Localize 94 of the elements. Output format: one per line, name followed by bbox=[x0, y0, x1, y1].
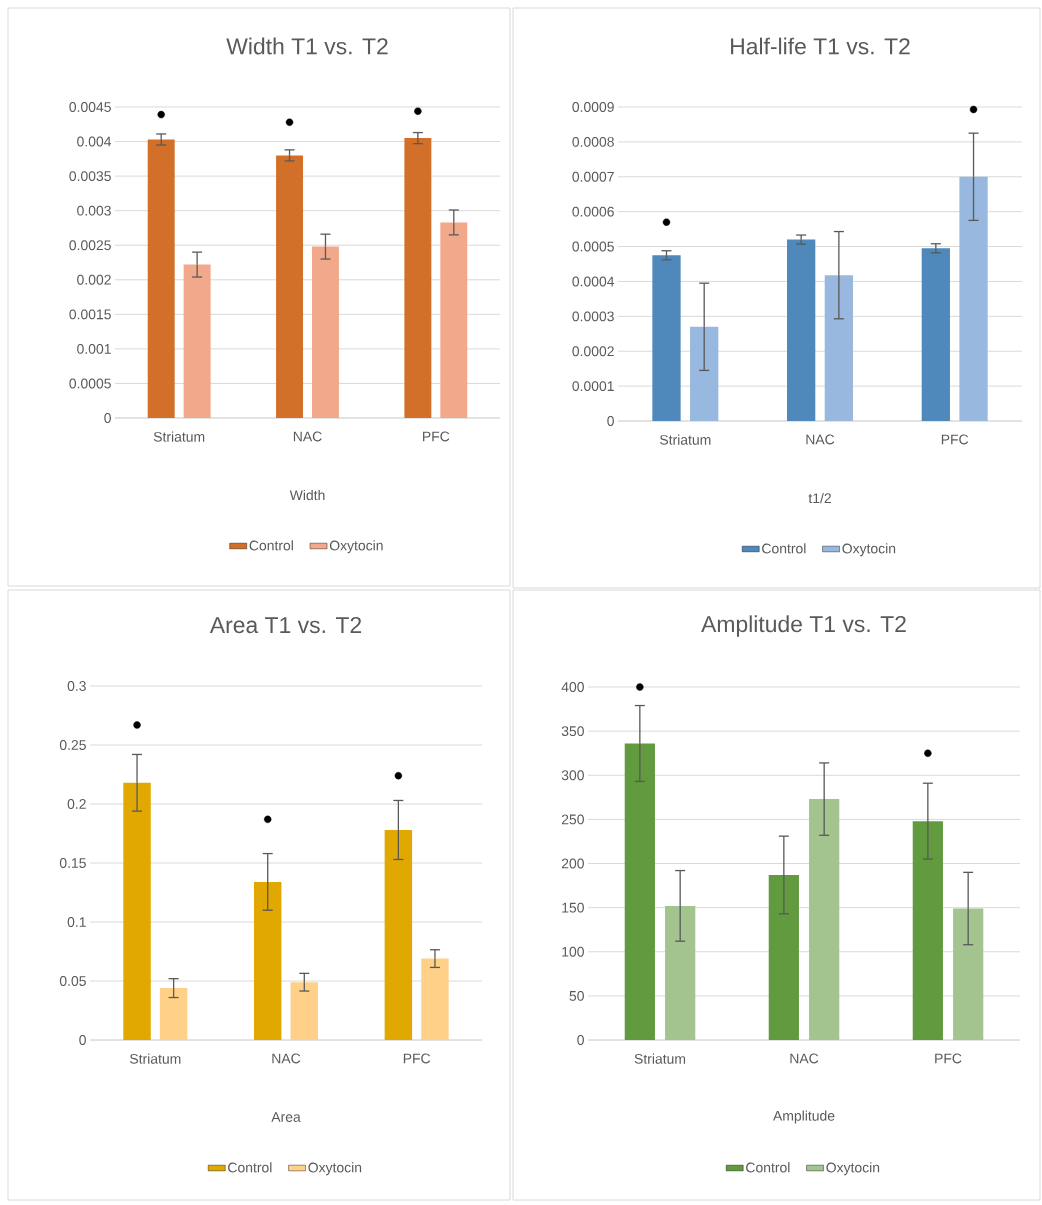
y-tick-label: 0.0009 bbox=[572, 102, 614, 112]
bar bbox=[404, 138, 432, 419]
x-tick-label: PFC bbox=[403, 1053, 431, 1064]
x-tick-label: NAC bbox=[806, 434, 835, 445]
x-axis-title: Amplitude bbox=[773, 1110, 835, 1124]
bar bbox=[147, 139, 175, 419]
y-tick-label: 0.0007 bbox=[572, 171, 614, 182]
bar bbox=[959, 176, 988, 422]
bar bbox=[440, 222, 468, 419]
bar bbox=[824, 275, 853, 422]
point bbox=[414, 107, 422, 115]
bar bbox=[159, 988, 188, 1041]
y-tick-label: 0.1 bbox=[67, 917, 86, 927]
bar bbox=[665, 905, 696, 1041]
bar bbox=[953, 908, 984, 1041]
point bbox=[133, 721, 141, 729]
legend-label: Control bbox=[746, 1162, 790, 1173]
y-tick-label: 0.0003 bbox=[572, 311, 614, 322]
bar bbox=[652, 255, 681, 422]
bar bbox=[384, 829, 413, 1041]
legend-label: Oxytocin bbox=[842, 543, 896, 557]
x-tick-label: PFC bbox=[941, 434, 969, 445]
y-tick-label: 0.003 bbox=[77, 205, 111, 216]
y-tick-label: 250 bbox=[561, 814, 584, 825]
x-tick-label: Striatum bbox=[153, 431, 205, 442]
y-tick-label: 0.0006 bbox=[572, 206, 614, 217]
x-tick-label: Striatum bbox=[130, 1053, 181, 1064]
x-tick-label: PFC bbox=[935, 1053, 962, 1064]
y-tick-label: 0.0005 bbox=[69, 378, 111, 389]
y-tick-label: 0 bbox=[607, 416, 614, 426]
bar bbox=[912, 821, 943, 1041]
chart-title: Amplitude T1 vs. T2 bbox=[701, 615, 906, 637]
x-axis-title: t1/2 bbox=[808, 492, 831, 504]
y-tick-label: 350 bbox=[561, 726, 584, 737]
bar bbox=[921, 248, 950, 422]
x-axis-title: Area bbox=[271, 1112, 301, 1122]
legend-label: Oxytocin bbox=[308, 1162, 362, 1176]
bar bbox=[809, 799, 840, 1041]
y-tick-label: 0.0008 bbox=[572, 136, 614, 147]
bar bbox=[624, 743, 655, 1041]
legend-label: Control bbox=[762, 543, 806, 554]
y-tick-label: 200 bbox=[561, 858, 584, 869]
bar bbox=[290, 982, 319, 1041]
x-tick-label: NAC bbox=[790, 1053, 819, 1064]
y-tick-label: 150 bbox=[562, 902, 584, 913]
bar bbox=[276, 155, 304, 419]
x-axis-title: Width bbox=[289, 489, 325, 501]
y-tick-label: 0 bbox=[79, 1035, 86, 1045]
y-tick-label: 300 bbox=[561, 770, 584, 781]
x-tick-label: Striatum bbox=[660, 434, 711, 445]
y-tick-label: 0.0025 bbox=[69, 240, 111, 251]
x-tick-label: NAC bbox=[293, 431, 322, 442]
point bbox=[285, 118, 294, 126]
point bbox=[157, 110, 165, 119]
y-tick-label: 0.004 bbox=[77, 136, 112, 147]
y-tick-label: 0.002 bbox=[77, 274, 111, 285]
bar bbox=[311, 246, 339, 419]
chart-title: Width T1 vs. T2 bbox=[226, 37, 388, 55]
y-tick-label: 0.0004 bbox=[572, 276, 615, 287]
y-tick-label: 0.3 bbox=[67, 681, 86, 691]
y-tick-label: 100 bbox=[562, 946, 584, 957]
y-tick-label: 0.0002 bbox=[572, 346, 614, 357]
y-tick-label: 0.05 bbox=[59, 976, 86, 986]
y-tick-label: 0.15 bbox=[59, 858, 86, 868]
legend-label: Control bbox=[228, 1162, 272, 1173]
bar bbox=[787, 239, 816, 422]
y-tick-label: 400 bbox=[561, 682, 584, 692]
y-tick-label: 0.0015 bbox=[69, 309, 111, 320]
bar bbox=[123, 782, 151, 1041]
y-tick-label: 0.2 bbox=[67, 799, 86, 809]
y-tick-label: 0.001 bbox=[77, 343, 111, 354]
y-tick-label: 50 bbox=[569, 990, 584, 1001]
y-tick-label: 0.25 bbox=[59, 740, 86, 750]
bar bbox=[421, 958, 449, 1041]
x-tick-label: NAC bbox=[272, 1053, 301, 1064]
point bbox=[394, 771, 403, 780]
y-tick-label: 0.0001 bbox=[572, 381, 614, 392]
legend-label: Oxytocin bbox=[329, 540, 383, 554]
legend-label: Control bbox=[249, 540, 293, 551]
y-tick-label: 0 bbox=[104, 413, 111, 423]
x-tick-label: PFC bbox=[423, 431, 450, 442]
y-tick-label: 0.0005 bbox=[572, 241, 614, 252]
bar bbox=[768, 874, 799, 1041]
bar bbox=[690, 326, 719, 422]
y-tick-label: 0.0035 bbox=[69, 171, 111, 182]
chart-title: Half-life T1 vs. T2 bbox=[731, 37, 910, 55]
point bbox=[264, 815, 272, 824]
bar bbox=[253, 881, 282, 1041]
chart-title: Area T1 vs. T2 bbox=[209, 616, 362, 634]
bar bbox=[183, 264, 211, 419]
y-tick-label: 0.0045 bbox=[69, 102, 111, 112]
x-tick-label: Striatum bbox=[634, 1053, 686, 1064]
legend-label: Oxytocin bbox=[826, 1162, 880, 1176]
y-tick-label: 0 bbox=[577, 1035, 584, 1045]
